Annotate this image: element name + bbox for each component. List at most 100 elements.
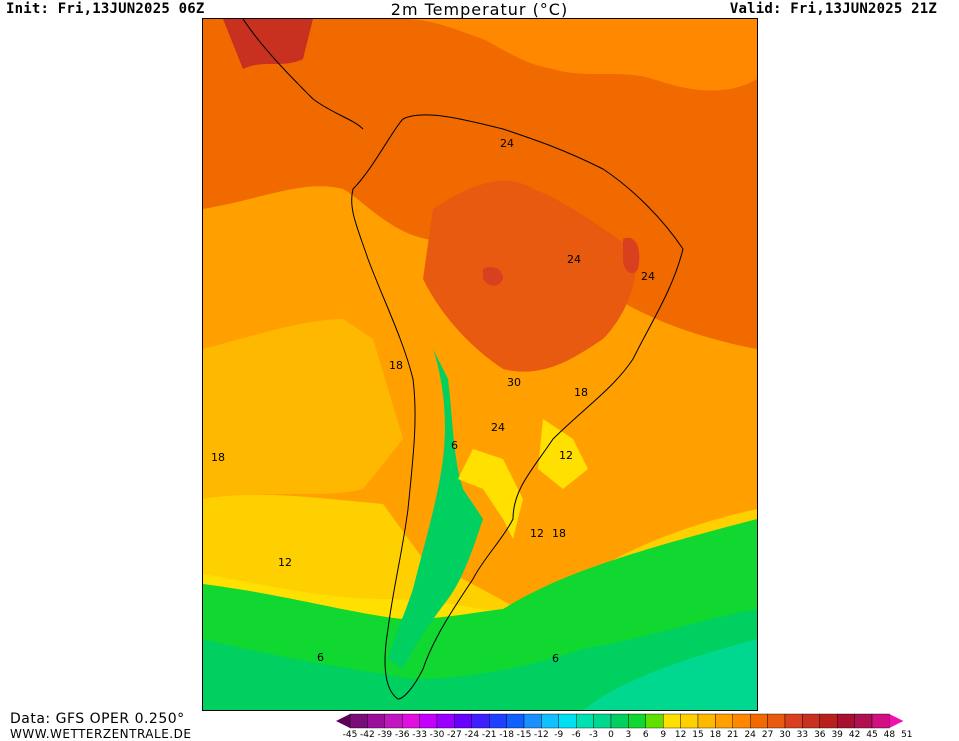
legend-swatch [732,713,751,729]
legend-swatch [488,713,507,729]
contour-label: 24 [567,253,581,266]
legend-tick-label: -3 [589,730,599,740]
contour-label: 12 [530,527,544,540]
temp-band-6 [203,609,757,710]
legend-tick-label: 27 [761,730,774,740]
legend-tick-label: 48 [883,730,896,740]
legend-swatch [628,713,646,729]
legend-arrow-right [889,714,904,728]
legend-swatch [750,713,768,729]
legend-arrow-left [336,714,350,728]
legend-tick-label: -6 [571,730,581,740]
legend-swatch [610,713,629,729]
legend-tick-label: 15 [692,730,704,740]
data-source-label: Data: GFS OPER 0.250° [10,711,185,727]
temp-band-33-spot-east [623,237,640,274]
legend-swatch [541,713,559,729]
legend-tick-label: 12 [674,730,687,740]
legend-tick-label: -27 [447,730,462,740]
legend-tick-label: 30 [779,730,791,740]
legend-swatch [767,713,786,729]
legend-swatch [837,713,855,729]
patagonia-12 [458,449,523,539]
legend-tick-label: 18 [709,730,722,740]
legend-tick-label: 45 [866,730,878,740]
contour-label: 6 [317,651,324,664]
legend-tick-label: -30 [429,730,445,740]
legend-tick-label: 9 [660,730,667,740]
contour-label: 6 [552,652,559,665]
temperature-map[interactable]: 24 24 24 18 30 18 6 24 12 18 12 18 12 6 … [202,18,758,711]
website-label[interactable]: WWW.WETTERZENTRALE.DE [10,727,192,741]
legend-swatch [645,713,664,729]
temp-band-36-mexico [223,19,313,69]
legend-swatch [419,713,438,729]
legend-swatch [558,713,577,729]
legend-swatch [506,713,525,729]
legend-tick-label: -39 [377,730,393,740]
legend-tick-label: 6 [642,730,649,740]
contour-label: 24 [491,421,505,434]
legend-tick-label: 0 [608,730,614,740]
legend-swatch [401,713,420,729]
legend-tick-label: 3 [625,730,632,740]
temp-band-33-spot [483,267,503,286]
uruguay-12 [538,419,588,489]
temp-band-30-core [423,180,636,372]
legend-tick-label: -15 [516,730,532,740]
legend-tick-label: -12 [534,730,549,740]
legend-swatch [384,713,403,729]
contour-label: 6 [451,439,458,452]
temp-band-24-north [203,19,757,91]
color-legend: -45 -42 -39 -36 -33 -30 -27 -24 -21 -18 -15 -12 -9 -6… [336,712,958,740]
legend-tick-label: -36 [394,730,410,740]
contour-label: 30 [507,376,521,389]
legend-swatch [697,713,716,729]
legend-tick-label: 36 [814,730,826,740]
legend-swatch [349,713,368,729]
legend-swatch [871,713,890,729]
valid-time-label: Valid: Fri,13JUN2025 21Z [729,1,937,17]
legend-tick-label: 39 [831,730,843,740]
legend-swatch [575,713,594,729]
legend-tick-label: 21 [727,730,739,740]
legend-tick-label: 51 [901,730,913,740]
legend-tick-label: 24 [744,730,756,740]
legend-tick-label: -9 [554,730,564,740]
chart-title: 2m Temperatur (°C) [390,0,569,19]
legend-swatch [802,713,820,729]
legend-tick-label: -21 [481,730,497,740]
contour-label: 18 [389,359,403,372]
south-america-outline [351,114,684,700]
map-canvas: 24 24 24 18 30 18 6 24 12 18 12 18 12 6 … [203,19,757,710]
legend-tick-label: -18 [499,730,514,740]
init-time-label: Init: Fri,13JUN2025 06Z [6,1,205,17]
legend-tick-label: -24 [464,730,480,740]
contour-label: 12 [278,556,292,569]
contour-label: 12 [559,449,573,462]
contour-label: 24 [500,137,514,150]
andes-cold-band [388,349,483,669]
legend-swatch [715,713,733,729]
legend-swatch [854,713,873,729]
legend-swatch [367,713,385,729]
central-america-outline [242,19,364,130]
legend-swatch [471,713,490,729]
legend-swatch [680,713,699,729]
legend-swatch [663,713,681,729]
temp-band-18 [203,319,403,499]
legend-swatch [523,713,542,729]
contour-label: 18 [211,451,225,464]
contour-label: 18 [552,527,566,540]
legend-tick-label: -33 [412,730,427,740]
temp-band-3 [583,639,757,710]
legend-bar [336,713,904,729]
legend-tick-label: -45 [342,730,358,740]
legend-swatch [819,713,838,729]
contour-label: 18 [574,386,588,399]
legend-swatch [436,713,455,729]
legend-tick-label: 33 [796,730,809,740]
legend-swatch [454,713,473,729]
legend-tick-label: -42 [360,730,375,740]
legend-tick-label: 42 [848,730,861,740]
